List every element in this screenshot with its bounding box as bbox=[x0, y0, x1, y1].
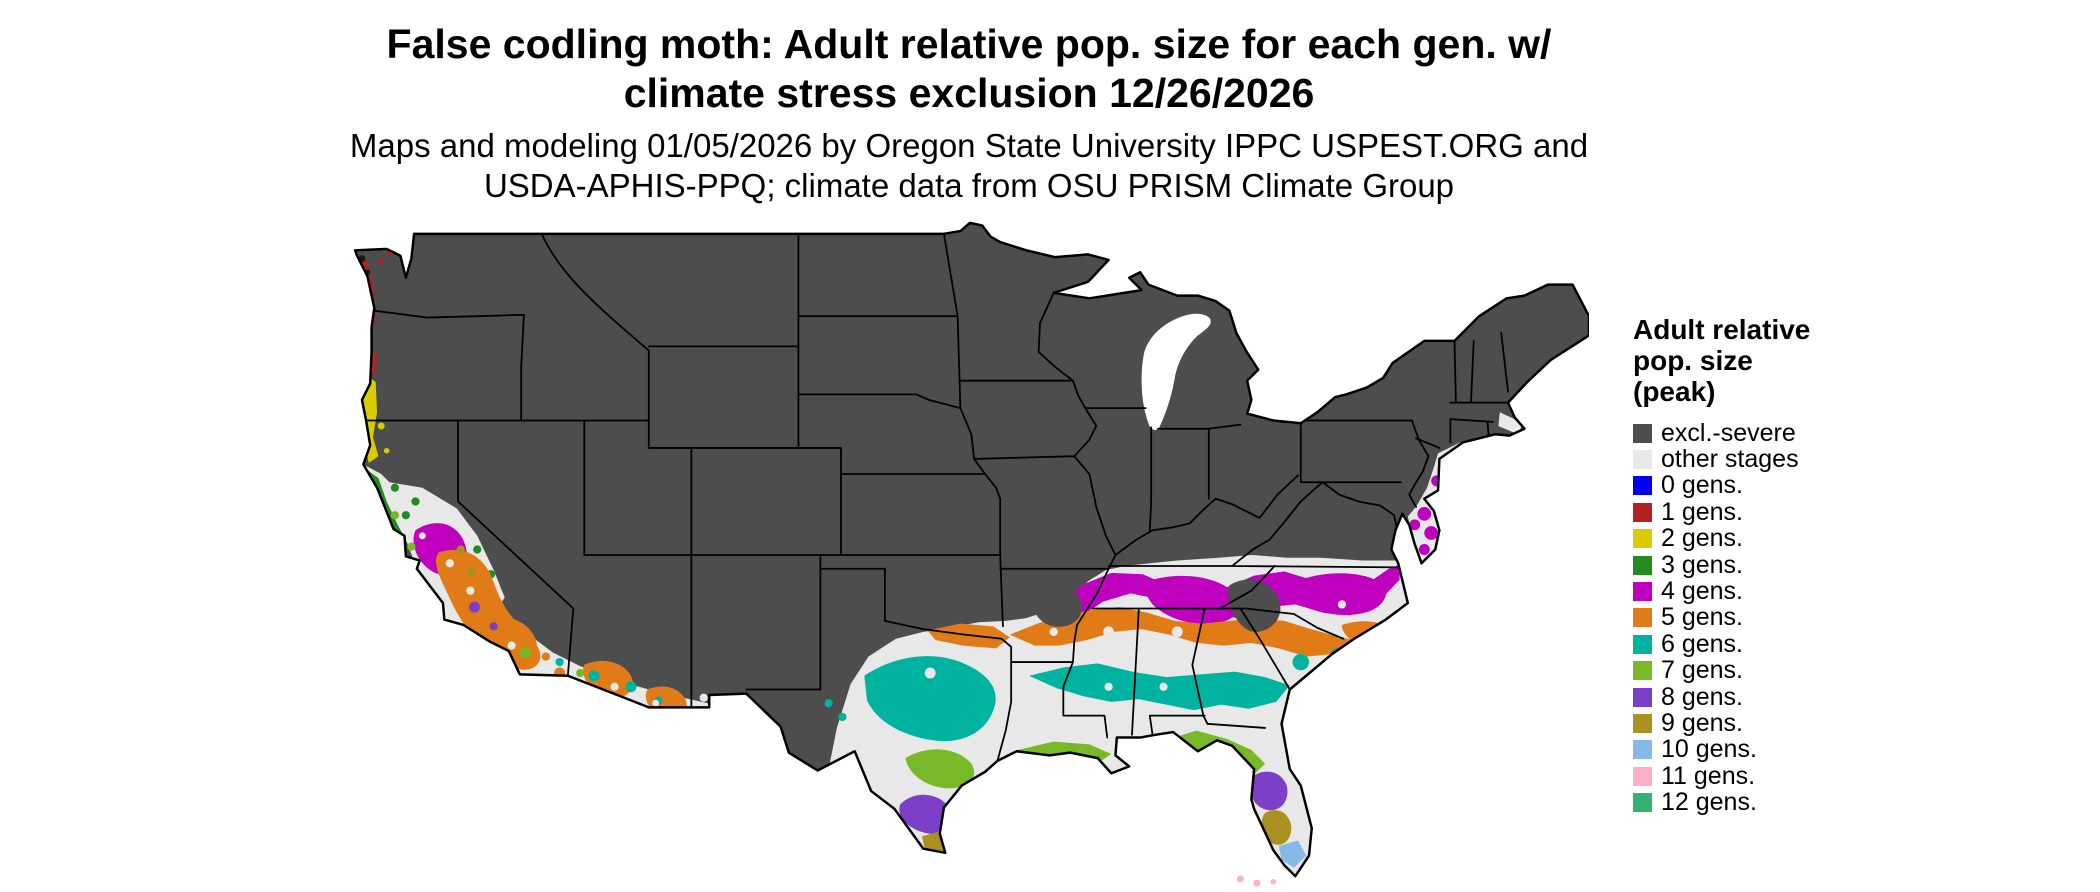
legend-item: 0 gens. bbox=[1633, 471, 1963, 500]
us-outline bbox=[353, 221, 1589, 878]
legend-swatch bbox=[1633, 687, 1652, 707]
legend-label: 6 gens. bbox=[1661, 629, 1744, 658]
legend-title-line1: Adult relative bbox=[1633, 314, 1811, 345]
legend-label: 12 gens. bbox=[1661, 788, 1757, 817]
legend-label: 4 gens. bbox=[1661, 577, 1744, 606]
legend-title-line3: (peak) bbox=[1633, 376, 1716, 407]
map-title-line1: False codling moth: Adult relative pop. … bbox=[386, 21, 1552, 67]
legend-label: other stages bbox=[1661, 445, 1799, 474]
legend-label: 11 gens. bbox=[1661, 761, 1756, 790]
map-title: False codling moth: Adult relative pop. … bbox=[0, 20, 1938, 118]
legend-swatch bbox=[1633, 740, 1652, 760]
legend-item: 5 gens. bbox=[1633, 603, 1963, 632]
legend-swatch bbox=[1633, 502, 1652, 522]
state-borders bbox=[365, 232, 1509, 762]
legend: Adult relative pop. size (peak) excl.-se… bbox=[1633, 314, 1963, 816]
legend-label: 1 gens. bbox=[1661, 497, 1744, 526]
map-subtitle-line1: Maps and modeling 01/05/2026 by Oregon S… bbox=[349, 127, 1589, 164]
legend-item: 10 gens. bbox=[1633, 735, 1963, 764]
legend-item: 3 gens. bbox=[1633, 550, 1963, 579]
legend-item: 12 gens. bbox=[1633, 788, 1963, 817]
legend-item: 9 gens. bbox=[1633, 709, 1963, 737]
legend-swatch bbox=[1633, 634, 1652, 654]
legend-item: other stages bbox=[1633, 445, 1963, 474]
legend-swatch bbox=[1633, 713, 1652, 733]
legend-item: 8 gens. bbox=[1633, 682, 1963, 711]
map-title-line2: climate stress exclusion 12/26/2026 bbox=[623, 70, 1315, 116]
legend-label: 9 gens. bbox=[1661, 709, 1744, 737]
legend-swatch bbox=[1633, 476, 1652, 496]
legend-title: Adult relative pop. size (peak) bbox=[1633, 314, 1963, 407]
legend-item: 6 gens. bbox=[1633, 629, 1963, 658]
lake-michigan bbox=[1141, 313, 1211, 430]
legend-swatch bbox=[1633, 793, 1652, 813]
us-map-svg bbox=[353, 221, 1589, 887]
legend-item: 2 gens. bbox=[1633, 524, 1963, 553]
legend-label: 7 gens. bbox=[1661, 656, 1744, 685]
legend-label: 5 gens. bbox=[1661, 603, 1744, 632]
legend-label: 8 gens. bbox=[1661, 682, 1744, 711]
us-map bbox=[340, 220, 1589, 890]
legend-swatch bbox=[1633, 608, 1652, 628]
legend-item: 4 gens. bbox=[1633, 577, 1963, 606]
legend-items: excl.-severe other stages 0 gens. 1 gens… bbox=[1633, 418, 1963, 817]
legend-item: 11 gens. bbox=[1633, 761, 1963, 790]
legend-label: 0 gens. bbox=[1661, 471, 1744, 500]
legend-swatch bbox=[1633, 555, 1652, 575]
legend-swatch bbox=[1633, 766, 1652, 786]
legend-swatch bbox=[1633, 423, 1652, 443]
legend-label: 10 gens. bbox=[1661, 735, 1757, 764]
map-subtitle: Maps and modeling 01/05/2026 by Oregon S… bbox=[0, 126, 1938, 206]
legend-label: 3 gens. bbox=[1661, 550, 1744, 579]
map-subtitle-line2: USDA-APHIS-PPQ; climate data from OSU PR… bbox=[483, 167, 1455, 204]
legend-item: excl.-severe bbox=[1633, 418, 1963, 447]
legend-swatch bbox=[1633, 661, 1652, 681]
legend-swatch bbox=[1633, 582, 1652, 602]
legend-label: 2 gens. bbox=[1661, 524, 1744, 553]
region-11-gens bbox=[1236, 875, 1277, 887]
legend-title-line2: pop. size bbox=[1633, 345, 1753, 376]
legend-item: 7 gens. bbox=[1633, 656, 1963, 685]
legend-swatch bbox=[1633, 529, 1652, 549]
region-10-gens bbox=[1278, 840, 1307, 868]
legend-swatch bbox=[1633, 450, 1652, 470]
legend-label: excl.-severe bbox=[1661, 418, 1796, 447]
mottle-speckles bbox=[418, 532, 1347, 707]
region-mountain-exclusion bbox=[1031, 579, 1281, 633]
legend-item: 1 gens. bbox=[1633, 497, 1963, 526]
